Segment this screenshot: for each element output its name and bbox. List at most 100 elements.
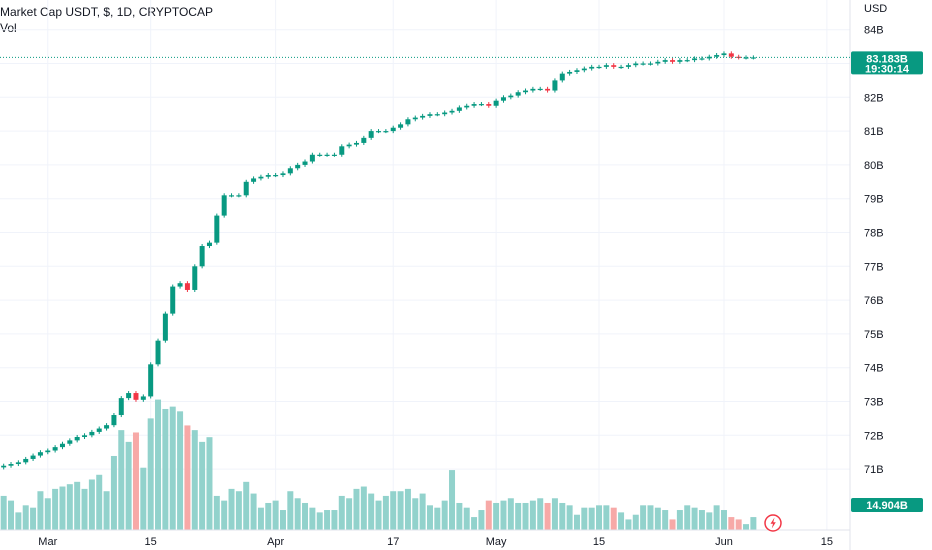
volume-bar xyxy=(434,507,441,530)
candle-body xyxy=(412,117,418,120)
volume-bar xyxy=(37,491,44,530)
time-tick-label: Mar xyxy=(38,536,57,548)
time-axis[interactable]: Mar 15 Apr 17 May 15 Jun 15 xyxy=(38,536,833,548)
candle-body xyxy=(82,435,88,437)
candle-body xyxy=(30,455,36,459)
candle-body xyxy=(309,154,315,162)
candle-body xyxy=(353,142,359,145)
price-tick-label: 80B xyxy=(864,160,884,172)
candle-body xyxy=(1,465,7,468)
flash-icon[interactable] xyxy=(764,514,782,532)
price-tick-label: 71B xyxy=(864,464,884,476)
candle-body xyxy=(346,144,352,147)
volume-bar xyxy=(118,430,125,530)
candle-body xyxy=(243,181,249,196)
volume-bar xyxy=(265,502,272,530)
volume-bar xyxy=(250,493,257,530)
candle-body xyxy=(214,215,220,243)
volume-bar xyxy=(449,470,456,530)
candle-body xyxy=(677,60,683,62)
candle-body xyxy=(537,88,543,91)
volume-bar xyxy=(309,507,316,530)
candle-body xyxy=(229,195,235,197)
candle-body xyxy=(434,114,440,116)
candle-body xyxy=(317,154,323,156)
volume-bar xyxy=(735,519,742,530)
candle-body xyxy=(383,131,389,133)
candle-body xyxy=(464,105,470,108)
candle-body xyxy=(170,286,176,314)
candle-body xyxy=(456,107,462,111)
candle-body xyxy=(545,88,551,91)
price-axis[interactable]: 84B83B82B81B80B79B78B77B76B75B74B73B72B7… xyxy=(864,25,884,476)
candle-body xyxy=(155,340,161,365)
time-tick-label: May xyxy=(486,536,507,548)
candle-body xyxy=(523,90,529,93)
candle-body xyxy=(251,178,257,182)
volume-bar xyxy=(368,493,375,530)
volume-bar xyxy=(338,495,345,530)
candle-body xyxy=(596,66,602,69)
candle-body xyxy=(302,161,308,165)
candle-body xyxy=(449,110,455,113)
volume-bar xyxy=(676,510,683,530)
candle-body xyxy=(192,266,198,290)
volume-bar xyxy=(581,507,588,530)
candle-body xyxy=(405,119,411,125)
volume-bar xyxy=(573,514,580,530)
candle-body xyxy=(59,443,65,448)
volume-bar xyxy=(471,517,478,530)
time-tick-label: 15 xyxy=(145,536,157,548)
volume-bar xyxy=(463,507,470,530)
candle-body xyxy=(118,398,124,416)
volume-bar xyxy=(544,502,551,530)
price-tick-label: 72B xyxy=(864,430,884,442)
volume-bar xyxy=(441,500,448,530)
time-tick-label: 17 xyxy=(387,536,399,548)
volume-bar xyxy=(74,481,81,530)
candle-body xyxy=(126,393,132,399)
volume-bar xyxy=(177,411,184,530)
volume-bar xyxy=(478,510,485,530)
candle-body xyxy=(567,71,573,74)
currency-label: USD xyxy=(864,3,887,15)
volume-bar xyxy=(669,519,676,530)
candle-body xyxy=(111,415,117,426)
price-tick-label: 79B xyxy=(864,194,884,206)
volume-bar xyxy=(713,505,720,530)
volume-bars xyxy=(0,399,757,530)
volume-bar xyxy=(22,505,29,530)
volume-bar xyxy=(346,498,353,530)
volume-bar xyxy=(155,399,162,530)
volume-bar xyxy=(419,493,426,530)
volume-bar xyxy=(125,441,132,530)
volume-indicator-label: Vol xyxy=(0,21,17,35)
candle-body xyxy=(52,447,58,451)
volume-bar xyxy=(684,505,691,530)
candle-body xyxy=(427,114,433,116)
candle-body xyxy=(221,195,227,216)
time-tick-label: 15 xyxy=(593,536,605,548)
volume-bar xyxy=(316,512,323,530)
candle-body xyxy=(184,283,190,290)
candle-body xyxy=(67,440,73,444)
candle-body xyxy=(236,195,242,197)
volume-bar xyxy=(30,507,37,530)
candle-body xyxy=(23,458,29,463)
candle-body xyxy=(478,104,484,106)
grid-lines xyxy=(0,0,850,530)
candle-body xyxy=(515,92,521,96)
candle-body xyxy=(148,364,154,397)
candle-body xyxy=(15,462,21,465)
candle-body xyxy=(324,154,330,156)
time-tick-label: 15 xyxy=(821,536,833,548)
volume-bar xyxy=(81,488,88,530)
candle-body xyxy=(493,100,499,106)
volume-bar xyxy=(0,495,7,530)
candle-body xyxy=(361,137,367,143)
volume-bar xyxy=(750,517,757,530)
volume-bar xyxy=(404,488,411,530)
candle-body xyxy=(647,63,653,65)
volume-bar xyxy=(302,502,309,530)
